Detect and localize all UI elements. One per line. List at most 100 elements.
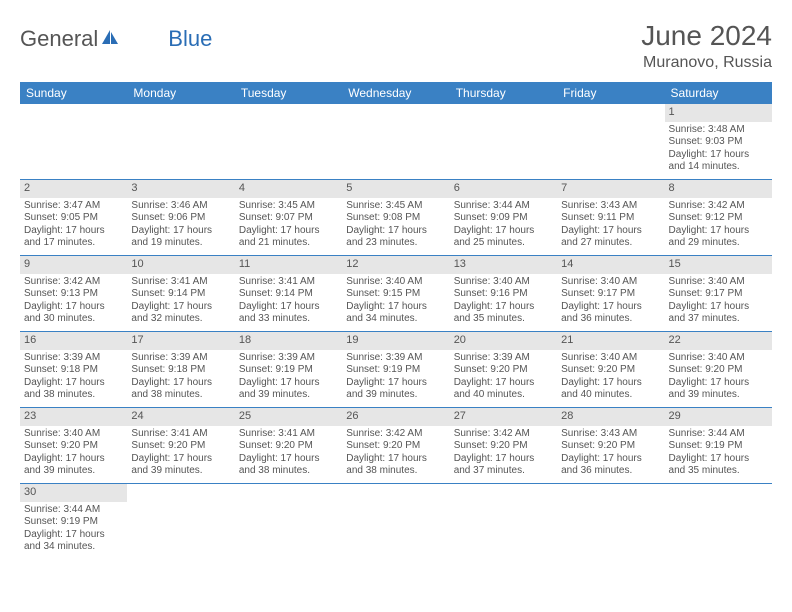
- sunset-text: Sunset: 9:20 PM: [454, 440, 553, 453]
- sunset-text: Sunset: 9:05 PM: [24, 212, 123, 225]
- sunrise-text: Sunrise: 3:43 AM: [561, 428, 660, 441]
- sunset-text: Sunset: 9:11 PM: [561, 212, 660, 225]
- day-number: 5: [342, 180, 449, 198]
- sunset-text: Sunset: 9:14 PM: [239, 288, 338, 301]
- calendar-empty-cell: [235, 484, 342, 560]
- calendar-day-cell: 4Sunrise: 3:45 AMSunset: 9:07 PMDaylight…: [235, 180, 342, 256]
- sail-icon: [100, 28, 120, 51]
- daylight-text: Daylight: 17 hours and 39 minutes.: [24, 453, 123, 478]
- calendar-day-cell: 23Sunrise: 3:40 AMSunset: 9:20 PMDayligh…: [20, 408, 127, 484]
- day-number: 24: [127, 408, 234, 426]
- sunrise-text: Sunrise: 3:45 AM: [346, 200, 445, 213]
- day-data: Sunrise: 3:41 AMSunset: 9:14 PMDaylight:…: [235, 274, 342, 330]
- sunset-text: Sunset: 9:12 PM: [669, 212, 768, 225]
- daylight-text: Daylight: 17 hours and 39 minutes.: [239, 377, 338, 402]
- daylight-text: Daylight: 17 hours and 36 minutes.: [561, 453, 660, 478]
- sunset-text: Sunset: 9:20 PM: [561, 440, 660, 453]
- day-number: 29: [665, 408, 772, 426]
- calendar-empty-cell: [665, 484, 772, 560]
- sunrise-text: Sunrise: 3:46 AM: [131, 200, 230, 213]
- daylight-text: Daylight: 17 hours and 34 minutes.: [346, 301, 445, 326]
- calendar-day-cell: 8Sunrise: 3:42 AMSunset: 9:12 PMDaylight…: [665, 180, 772, 256]
- calendar-day-cell: 20Sunrise: 3:39 AMSunset: 9:20 PMDayligh…: [450, 332, 557, 408]
- day-data: Sunrise: 3:40 AMSunset: 9:20 PMDaylight:…: [557, 350, 664, 406]
- sunset-text: Sunset: 9:06 PM: [131, 212, 230, 225]
- daylight-text: Daylight: 17 hours and 35 minutes.: [669, 453, 768, 478]
- day-data: Sunrise: 3:42 AMSunset: 9:20 PMDaylight:…: [450, 426, 557, 482]
- calendar-empty-cell: [127, 104, 234, 180]
- daylight-text: Daylight: 17 hours and 25 minutes.: [454, 225, 553, 250]
- sunset-text: Sunset: 9:16 PM: [454, 288, 553, 301]
- day-number: 27: [450, 408, 557, 426]
- sunset-text: Sunset: 9:20 PM: [239, 440, 338, 453]
- calendar-grid: SundayMondayTuesdayWednesdayThursdayFrid…: [20, 82, 772, 560]
- calendar-empty-cell: [557, 484, 664, 560]
- day-data: Sunrise: 3:42 AMSunset: 9:20 PMDaylight:…: [342, 426, 449, 482]
- sunrise-text: Sunrise: 3:39 AM: [454, 352, 553, 365]
- calendar-day-cell: 30Sunrise: 3:44 AMSunset: 9:19 PMDayligh…: [20, 484, 127, 560]
- daylight-text: Daylight: 17 hours and 21 minutes.: [239, 225, 338, 250]
- sunrise-text: Sunrise: 3:40 AM: [24, 428, 123, 441]
- sunset-text: Sunset: 9:19 PM: [669, 440, 768, 453]
- calendar-day-cell: 22Sunrise: 3:40 AMSunset: 9:20 PMDayligh…: [665, 332, 772, 408]
- day-data: Sunrise: 3:44 AMSunset: 9:09 PMDaylight:…: [450, 198, 557, 254]
- day-data: Sunrise: 3:43 AMSunset: 9:11 PMDaylight:…: [557, 198, 664, 254]
- daylight-text: Daylight: 17 hours and 33 minutes.: [239, 301, 338, 326]
- sunset-text: Sunset: 9:19 PM: [239, 364, 338, 377]
- daylight-text: Daylight: 17 hours and 23 minutes.: [346, 225, 445, 250]
- sunrise-text: Sunrise: 3:39 AM: [346, 352, 445, 365]
- day-number: 9: [20, 256, 127, 274]
- day-data: Sunrise: 3:47 AMSunset: 9:05 PMDaylight:…: [20, 198, 127, 254]
- day-data: Sunrise: 3:43 AMSunset: 9:20 PMDaylight:…: [557, 426, 664, 482]
- daylight-text: Daylight: 17 hours and 19 minutes.: [131, 225, 230, 250]
- calendar-day-cell: 25Sunrise: 3:41 AMSunset: 9:20 PMDayligh…: [235, 408, 342, 484]
- day-number: 22: [665, 332, 772, 350]
- sunrise-text: Sunrise: 3:39 AM: [24, 352, 123, 365]
- sunrise-text: Sunrise: 3:44 AM: [669, 428, 768, 441]
- sunset-text: Sunset: 9:15 PM: [346, 288, 445, 301]
- sunset-text: Sunset: 9:20 PM: [454, 364, 553, 377]
- day-data: Sunrise: 3:40 AMSunset: 9:16 PMDaylight:…: [450, 274, 557, 330]
- daylight-text: Daylight: 17 hours and 38 minutes.: [131, 377, 230, 402]
- day-data: Sunrise: 3:45 AMSunset: 9:07 PMDaylight:…: [235, 198, 342, 254]
- sunrise-text: Sunrise: 3:47 AM: [24, 200, 123, 213]
- day-number: 23: [20, 408, 127, 426]
- day-number: 18: [235, 332, 342, 350]
- day-data: Sunrise: 3:41 AMSunset: 9:20 PMDaylight:…: [235, 426, 342, 482]
- daylight-text: Daylight: 17 hours and 34 minutes.: [24, 529, 123, 554]
- day-data: Sunrise: 3:42 AMSunset: 9:12 PMDaylight:…: [665, 198, 772, 254]
- sunrise-text: Sunrise: 3:42 AM: [24, 276, 123, 289]
- calendar-day-cell: 14Sunrise: 3:40 AMSunset: 9:17 PMDayligh…: [557, 256, 664, 332]
- calendar-week-row: 9Sunrise: 3:42 AMSunset: 9:13 PMDaylight…: [20, 256, 772, 332]
- daylight-text: Daylight: 17 hours and 39 minutes.: [669, 377, 768, 402]
- calendar-day-cell: 1Sunrise: 3:48 AMSunset: 9:03 PMDaylight…: [665, 104, 772, 180]
- day-data: Sunrise: 3:40 AMSunset: 9:17 PMDaylight:…: [557, 274, 664, 330]
- brand-part2: Blue: [168, 26, 212, 52]
- day-number: 8: [665, 180, 772, 198]
- calendar-day-cell: 12Sunrise: 3:40 AMSunset: 9:15 PMDayligh…: [342, 256, 449, 332]
- day-data: Sunrise: 3:39 AMSunset: 9:20 PMDaylight:…: [450, 350, 557, 406]
- day-number: 4: [235, 180, 342, 198]
- day-data: Sunrise: 3:39 AMSunset: 9:19 PMDaylight:…: [342, 350, 449, 406]
- sunrise-text: Sunrise: 3:40 AM: [669, 276, 768, 289]
- calendar-empty-cell: [342, 104, 449, 180]
- calendar-day-cell: 21Sunrise: 3:40 AMSunset: 9:20 PMDayligh…: [557, 332, 664, 408]
- calendar-day-cell: 16Sunrise: 3:39 AMSunset: 9:18 PMDayligh…: [20, 332, 127, 408]
- day-number: 12: [342, 256, 449, 274]
- sunset-text: Sunset: 9:14 PM: [131, 288, 230, 301]
- day-data: Sunrise: 3:44 AMSunset: 9:19 PMDaylight:…: [665, 426, 772, 482]
- calendar-week-row: 23Sunrise: 3:40 AMSunset: 9:20 PMDayligh…: [20, 408, 772, 484]
- calendar-day-cell: 2Sunrise: 3:47 AMSunset: 9:05 PMDaylight…: [20, 180, 127, 256]
- day-data: Sunrise: 3:40 AMSunset: 9:15 PMDaylight:…: [342, 274, 449, 330]
- weekday-header: Saturday: [665, 82, 772, 104]
- day-number: 28: [557, 408, 664, 426]
- sunrise-text: Sunrise: 3:40 AM: [454, 276, 553, 289]
- day-data: Sunrise: 3:39 AMSunset: 9:18 PMDaylight:…: [127, 350, 234, 406]
- sunrise-text: Sunrise: 3:41 AM: [131, 428, 230, 441]
- day-number: 19: [342, 332, 449, 350]
- sunrise-text: Sunrise: 3:44 AM: [454, 200, 553, 213]
- sunrise-text: Sunrise: 3:42 AM: [454, 428, 553, 441]
- calendar-empty-cell: [20, 104, 127, 180]
- daylight-text: Daylight: 17 hours and 37 minutes.: [454, 453, 553, 478]
- daylight-text: Daylight: 17 hours and 40 minutes.: [561, 377, 660, 402]
